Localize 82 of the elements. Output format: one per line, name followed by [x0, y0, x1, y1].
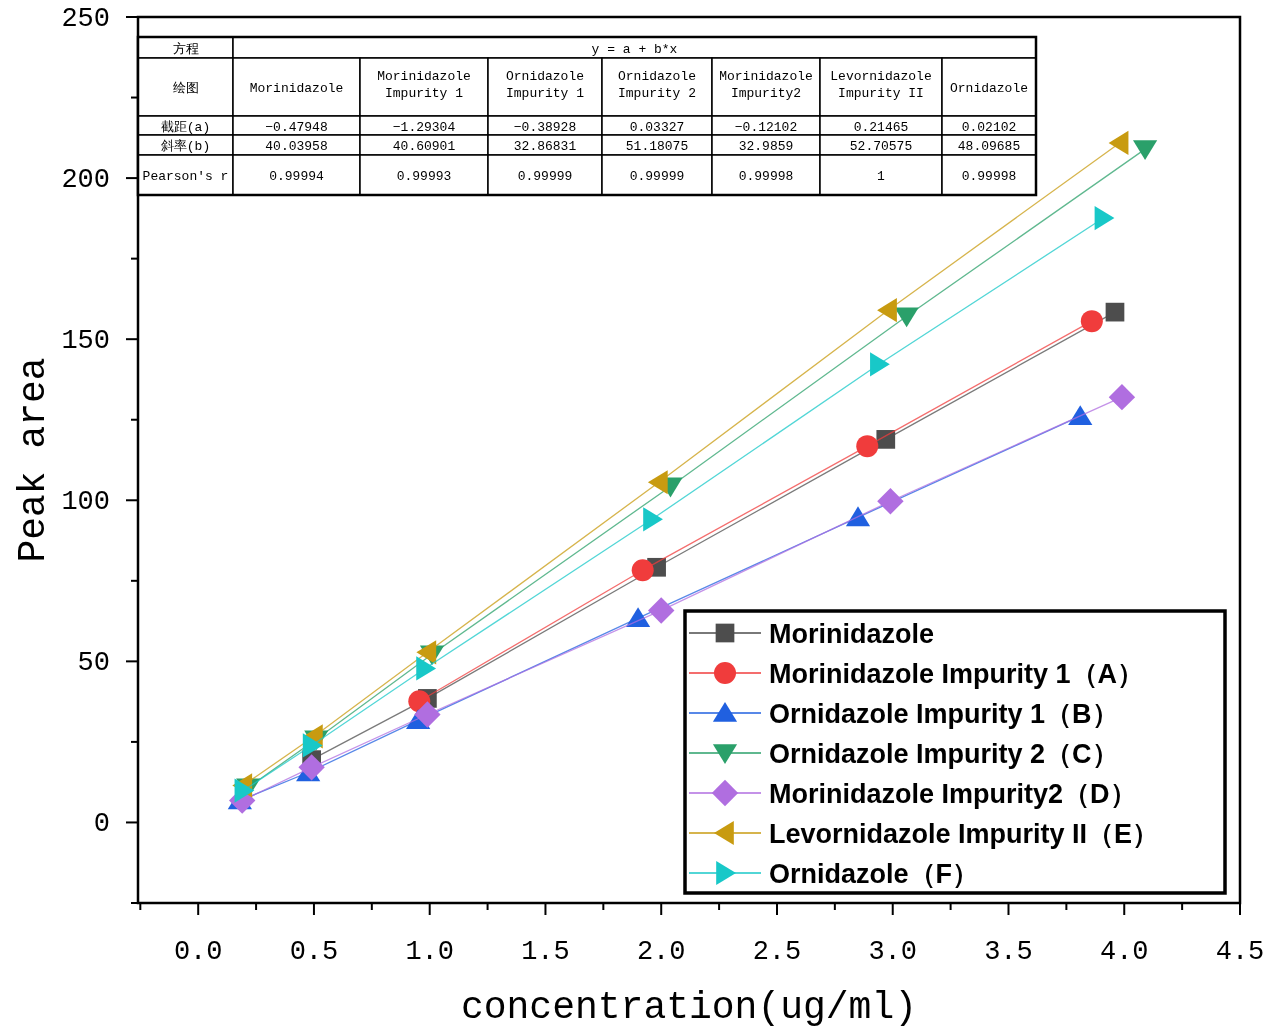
legend-label: Ornidazole（F）: [769, 859, 980, 889]
annotation: 方程: [172, 40, 199, 57]
annotation: 0.99994: [269, 169, 324, 184]
annotation: −0.47948: [265, 119, 328, 135]
annotation: 0.99998: [961, 169, 1017, 184]
annotation: Ornidazole Impurity 2: [617, 69, 697, 101]
annotation: Morinidazole Impurity 1: [377, 69, 471, 101]
point: [416, 656, 437, 681]
annotation: 0.03327: [629, 119, 685, 135]
point: [1132, 140, 1158, 161]
legend-label: Ornidazole Impurity 1（B）: [769, 699, 1119, 729]
annotation: 32.9859: [738, 139, 794, 154]
point: [302, 733, 323, 758]
x-tick-label: 1.0: [405, 937, 455, 967]
point: [1068, 405, 1093, 425]
point: [643, 507, 663, 532]
point: [845, 506, 871, 527]
x-tick-label: 1.5: [521, 937, 570, 967]
annotation: −1.29304: [392, 119, 456, 135]
point: [416, 640, 437, 665]
annotation: 0.99993: [396, 169, 452, 184]
annotation: Pearson's r: [142, 169, 229, 184]
point: [1108, 130, 1129, 156]
x-tick-label: 0.0: [173, 937, 223, 967]
y-tick-label: 50: [77, 648, 110, 679]
annotation: 斜率(b): [160, 138, 211, 154]
annotation: 40.03958: [265, 139, 328, 154]
point: [877, 298, 897, 323]
point: [877, 488, 904, 515]
annotation: −0.12102: [734, 119, 798, 135]
annotation: 绘图: [172, 81, 199, 96]
y-tick-label: 150: [61, 326, 110, 357]
legend-label: Morinidazole: [769, 619, 935, 649]
annotation: 48.09685: [957, 139, 1021, 154]
y-tick-label: 250: [61, 4, 110, 34]
point: [648, 597, 675, 624]
x-tick-label: 4.0: [1099, 937, 1149, 967]
annotation: Morinidazole: [249, 81, 344, 96]
point: [1105, 302, 1125, 322]
annotation: Morinidazole Impurity2: [719, 69, 813, 101]
point: [1108, 383, 1136, 411]
legend-label: Levornidazole Impurity II（E）: [769, 819, 1160, 849]
annotation: −0.38928: [513, 119, 577, 135]
x-tick-label: 2.0: [636, 937, 686, 967]
y-tick-label: 200: [61, 165, 110, 196]
point: [298, 754, 325, 781]
annotation: 40.60901: [392, 139, 456, 154]
annotation: 51.18075: [625, 139, 689, 154]
annotation: 0.99999: [517, 169, 573, 184]
point: [631, 559, 654, 582]
annotation: 32.86831: [513, 139, 577, 154]
annotation: Ornidazole: [949, 81, 1029, 96]
annotation: 0.02102: [961, 119, 1017, 135]
y-tick-label: 100: [61, 487, 110, 518]
annotation: 0.21465: [853, 119, 909, 135]
annotation: Ornidazole Impurity 1: [505, 69, 585, 101]
annotation: 0.99998: [738, 169, 794, 184]
annotation: Levornidazole Impurity II: [830, 69, 932, 101]
x-tick-label: 3.5: [984, 937, 1033, 967]
annotation: 截距(a): [160, 119, 211, 135]
point: [414, 701, 441, 728]
x-axis-title: concentration(ug/ml): [460, 986, 918, 1028]
point: [894, 307, 919, 328]
x-tick-label: 3.0: [868, 937, 918, 967]
point: [1094, 205, 1115, 231]
x-tick-label: 0.5: [289, 937, 339, 967]
y-axis-title: Peak area: [12, 357, 55, 563]
point: [856, 435, 879, 458]
annotation: 1: [877, 169, 886, 184]
point: [1080, 310, 1103, 333]
x-tick-label: 4.5: [1215, 937, 1265, 967]
point: [870, 352, 890, 377]
point: [234, 778, 255, 803]
legend-label: Ornidazole Impurity 2（C）: [769, 739, 1119, 769]
legend-label: Morinidazole Impurity 1（A）: [769, 659, 1145, 689]
annotation: 0.99999: [629, 169, 685, 184]
legend-label: Morinidazole Impurity2（D）: [769, 779, 1137, 809]
x-tick-label: 2.5: [752, 937, 802, 967]
y-tick-label: 0: [93, 809, 110, 840]
annotation: 52.70575: [849, 139, 913, 154]
annotation: y = a + b*x: [591, 41, 678, 57]
point: [647, 470, 668, 495]
